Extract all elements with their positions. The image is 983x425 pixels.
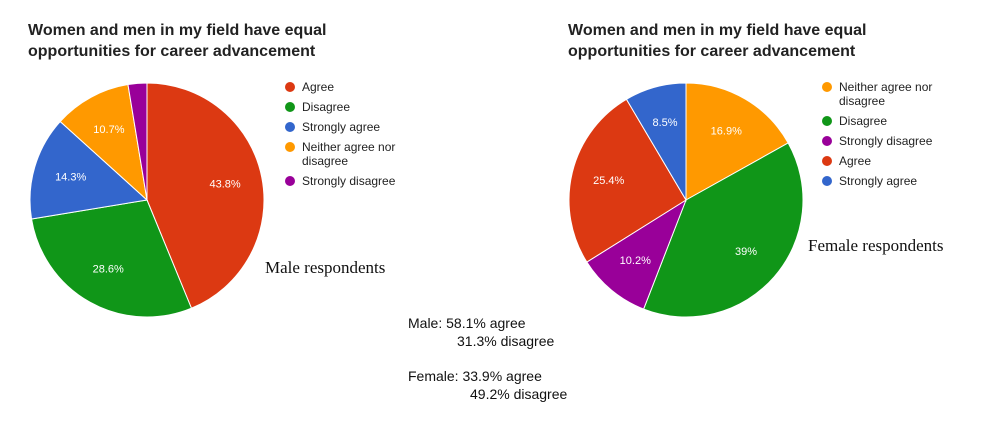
legend-entry: Strongly agree — [822, 174, 969, 188]
legend-swatch — [822, 116, 832, 126]
legend-entry: Agree — [285, 80, 432, 94]
summary: Male: 58.1% agree — [408, 315, 526, 331]
legend-swatch — [822, 136, 832, 146]
legend-label: Strongly disagree — [839, 134, 933, 148]
legend-entry: Strongly disagree — [822, 134, 969, 148]
slice-label: 39% — [735, 246, 757, 258]
pie-slice — [586, 198, 688, 310]
pie-slice — [29, 120, 149, 220]
pie-slice — [146, 82, 265, 309]
pie-slice — [642, 142, 804, 318]
legend-label: Disagree — [302, 100, 351, 114]
legend: Agree Disagree Strongly agree Neither agree… — [285, 80, 432, 194]
legend-label: Disagree — [839, 114, 888, 128]
pie-slice — [568, 98, 687, 263]
pie-slice — [30, 199, 193, 318]
legend-entry: Neither agree nor disagree — [822, 80, 969, 108]
legend: Neither agree nor disagree Disagree Strong… — [822, 80, 969, 194]
summary: 49.2% disagree — [470, 386, 568, 402]
legend-swatch — [822, 82, 832, 92]
pie-slice — [685, 82, 789, 201]
legend-swatch — [822, 156, 832, 166]
slice-label: 8.5% — [652, 117, 677, 129]
pie-slice — [127, 82, 148, 201]
chart-title: Women and men in my field have equal opp… — [568, 22, 867, 60]
slice-label: 10.2% — [620, 255, 651, 267]
legend-swatch — [285, 82, 295, 92]
legend-entry: Strongly disagree — [285, 174, 432, 188]
legend-entry: Disagree — [822, 114, 969, 128]
slice-label: 16.9% — [711, 125, 742, 137]
pie-slice — [59, 83, 148, 202]
legend-swatch — [285, 102, 295, 112]
legend-swatch — [285, 142, 295, 152]
annotation: Male respondents — [265, 258, 386, 277]
chart-title: Women and men in my field have equal opp… — [28, 22, 327, 60]
legend-swatch — [822, 176, 832, 186]
legend-entry: Strongly agree — [285, 120, 432, 134]
pie-slice — [625, 82, 687, 202]
legend-label: Strongly disagree — [302, 174, 396, 188]
legend-swatch — [285, 176, 295, 186]
legend-label: Neither agree nor disagree — [839, 80, 933, 108]
summary: Female: 33.9% agree — [408, 368, 542, 384]
annotation: Female respondents — [808, 236, 944, 255]
summary: 31.3% disagree — [457, 333, 555, 349]
legend-entry: Disagree — [285, 100, 432, 114]
legend-swatch — [285, 122, 295, 132]
legend-label: Agree — [839, 154, 872, 168]
slice-label: 14.3% — [55, 171, 86, 183]
legend-label: Agree — [302, 80, 335, 94]
legend-label: Strongly agree — [839, 174, 918, 188]
legend-entry: Neither agree nor disagree — [285, 140, 432, 168]
slice-label: 25.4% — [593, 175, 624, 187]
legend-label: Strongly agree — [302, 120, 381, 134]
slice-label: 10.7% — [93, 124, 124, 136]
legend-entry: Agree — [822, 154, 969, 168]
slice-label: 43.8% — [209, 179, 240, 191]
legend-label: Neither agree nor disagree — [302, 140, 396, 168]
slice-label: 28.6% — [93, 263, 124, 275]
